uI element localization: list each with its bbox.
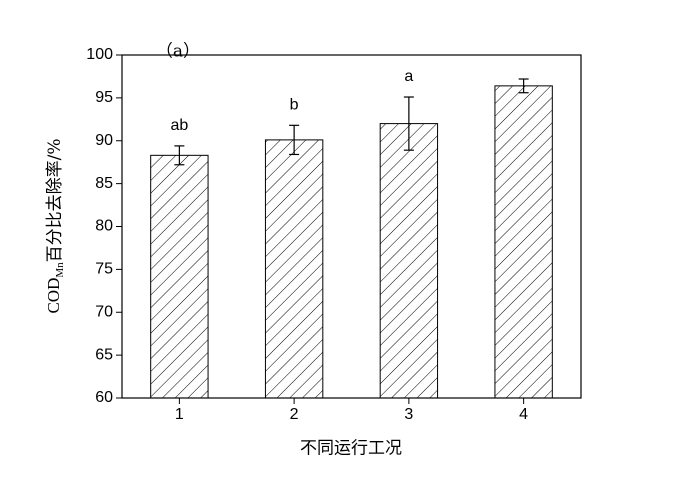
x-tick-label: 3	[404, 406, 413, 423]
panel-label: （a）	[156, 42, 200, 62]
y-tick-label: 80	[95, 218, 113, 235]
bar	[264, 139, 324, 399]
y-label-sub: Mn	[54, 262, 66, 278]
y-label-rest: 百分比去除率/%	[45, 138, 65, 262]
significance-letter: b	[290, 97, 299, 114]
y-tick-label: 90	[95, 132, 113, 149]
x-tick-label: 1	[175, 406, 184, 423]
y-tick-label: 70	[95, 303, 113, 320]
y-tick-label: 95	[95, 89, 113, 106]
y-tick-label: 65	[95, 346, 113, 363]
y-tick-label: 60	[95, 389, 113, 406]
significance-letter: a	[404, 68, 413, 85]
bar	[150, 154, 209, 399]
bar	[494, 85, 553, 399]
bar	[379, 123, 439, 399]
x-tick-label: 2	[290, 406, 299, 423]
y-tick-label: 85	[95, 175, 113, 192]
y-tick-label: 75	[95, 261, 113, 278]
x-axis-label: 不同运行工况	[300, 439, 402, 459]
significance-letter: ab	[170, 117, 188, 134]
y-label-main: COD	[44, 278, 63, 314]
y-tick-label: 100	[86, 46, 113, 63]
x-tick-label: 4	[519, 406, 528, 423]
y-axis-label: CODMn百分比去除率/%	[44, 138, 66, 313]
